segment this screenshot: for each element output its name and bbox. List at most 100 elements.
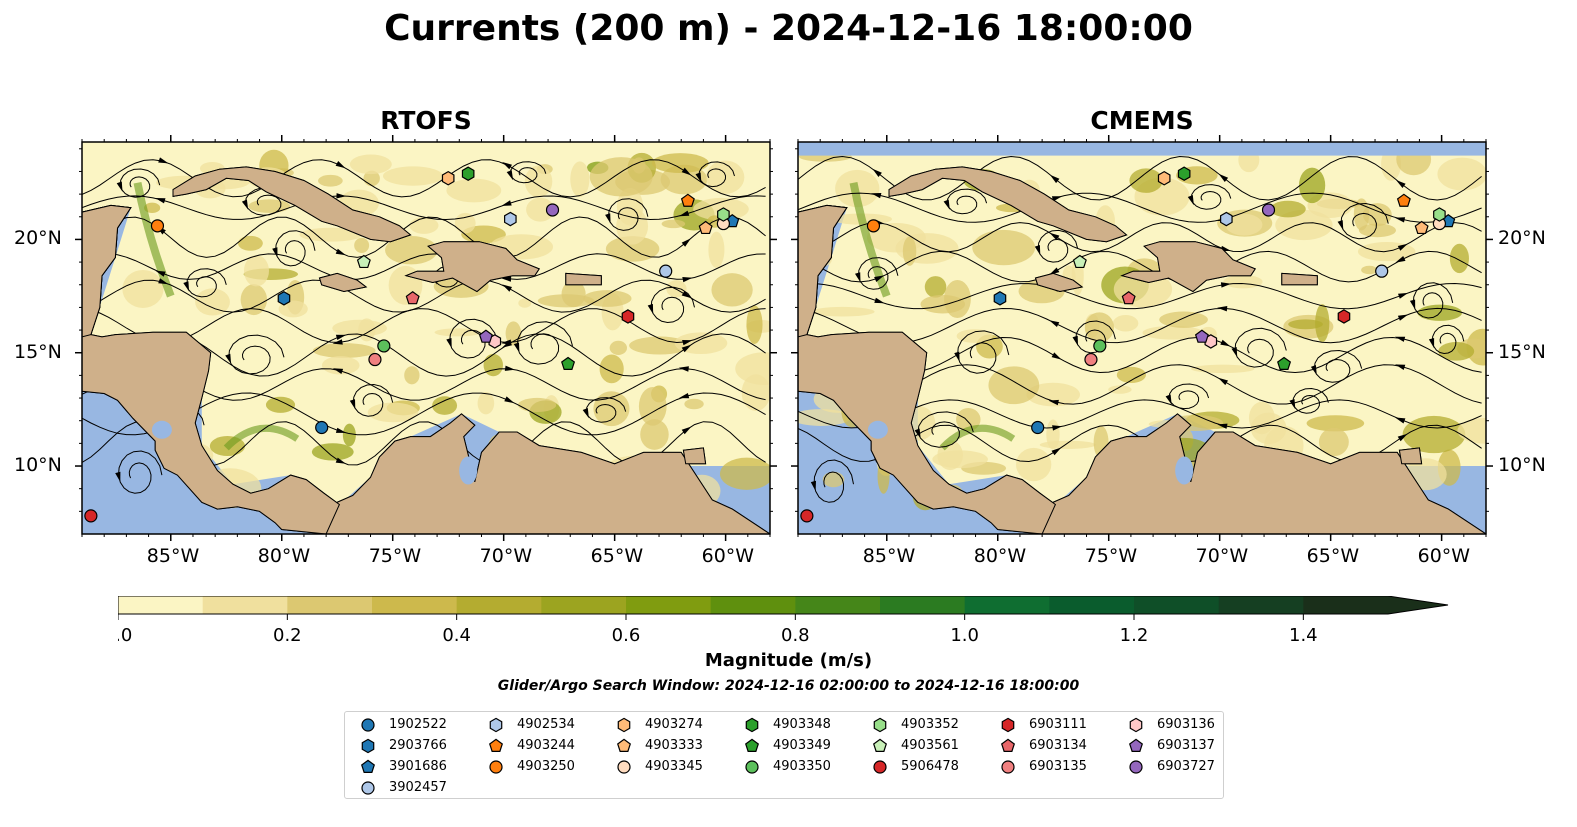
legend-marker-6903137 [1129,738,1143,752]
magnitude-blob [243,255,269,287]
streamline-eddy [585,397,627,423]
land-trinidad-top [682,447,707,465]
colorbar-extend-arrow [1388,596,1448,614]
streamline-arrow [1398,292,1409,299]
lon-tick-label: 60°W [1417,545,1471,567]
magnitude-blob [349,154,392,175]
legend-label: 4903352 [901,717,959,732]
streamline-meander [798,282,1482,310]
magnitude-blob [1437,157,1486,191]
float-marker-5906478 [800,509,814,523]
colorbar-segment [118,596,204,614]
streamline-eddy [1412,282,1454,319]
colorbar-tick-label: 0.4 [442,625,471,646]
legend-marker-4903333 [617,738,631,752]
streamline-eddy [1168,383,1210,410]
lat-tick-label-left: 10°N [14,454,62,477]
colorbar-tick-label: 0.2 [273,625,302,646]
magnitude-blob [1298,167,1326,204]
float-marker-4902534 [1220,211,1233,227]
float-marker-4903352 [717,207,730,222]
magnitude-blob [640,419,669,450]
figure-title: Currents (200 m) - 2024-12-16 18:00:00 [384,8,1193,49]
magnitude-blob [409,217,439,234]
legend-label: 6903134 [1029,738,1087,753]
land-trinidad-top [1398,447,1423,465]
legend-label: 5906478 [901,759,959,774]
float-marker-6903137 [478,329,493,343]
magnitude-blob [609,340,627,355]
streamline-eddy [228,334,285,375]
streamline-arrow [1217,423,1228,429]
streamline-arrow [1052,425,1063,431]
legend-marker [873,717,887,733]
streamline-arrow [501,200,512,206]
streamline-arrow [1187,195,1194,206]
lake-nicaragua [867,420,888,439]
magnitude-blob [312,343,376,358]
streamline-arrow [504,365,515,371]
float-marker-6903137 [1194,329,1209,343]
magnitude-blob [195,288,230,316]
streamline-eddy [1037,229,1079,263]
colorbar-segment [1049,596,1135,614]
land-jamaica-top [318,272,368,293]
magnitude-blob [1306,415,1365,432]
streamline-arrow [695,172,702,183]
colorbar-outline [118,596,1449,615]
streamline-arrow [158,157,169,164]
lon-tick-label: 80°W [257,545,311,567]
magnitude-blob [278,300,308,318]
float-marker-1902522 [1031,420,1045,435]
legend-marker [873,738,887,752]
land-jamaica-top [1034,272,1084,293]
float-marker-4902534 [504,211,517,227]
legend-marker [1001,738,1015,752]
streamline-eddy [516,321,573,365]
streamline-arrow [349,399,356,410]
legend-label: 4903274 [645,717,703,732]
streamline-arrow [1034,245,1041,256]
colorbar-segment [1218,596,1304,614]
streamline-arrow [1049,320,1060,327]
streamline-arrow [1051,447,1062,456]
magnitude-blob [616,187,644,226]
colorbar-segment [710,596,796,614]
legend-marker [873,760,887,774]
land-yucatan-top [798,204,848,338]
streamline-arrow [1165,394,1172,405]
streamline-arrow [116,181,123,192]
float-marker-4903274 [441,170,455,186]
colorbar-segment [287,596,373,614]
magnitude-blob [599,354,624,384]
streamline-meander [798,155,1482,201]
map-panel-cmems [791,135,1493,541]
streamline-arrow [855,272,861,283]
magnitude-blob [265,396,296,413]
streamline-arrow [1428,338,1435,349]
land-puertoRico-top [565,272,602,286]
float-marker-4903350 [1093,339,1107,353]
streamline-eddy [946,188,988,215]
lon-tick-label: 80°W [973,545,1027,567]
streamline-arrow [1397,433,1408,442]
streamline-arrow [678,393,690,399]
magnitude-blob [593,391,630,427]
colorbar-label: Magnitude (m/s) [704,650,873,671]
streamline-arrow [1397,243,1408,251]
magnitude-blob [719,457,770,490]
streamline-arrow [1409,299,1416,310]
map-panel-rtofs [75,135,777,541]
legend-marker [361,781,375,795]
legend-marker [617,717,631,733]
legend-marker-1902522 [361,718,375,732]
magnitude-blob [1084,312,1114,343]
yucatan-current-band [849,182,891,298]
legend-label: 6903727 [1157,759,1215,774]
streamline-arrow [605,213,611,224]
float-marker-4903352 [1433,207,1446,222]
streamline-arrow [647,303,654,315]
streamline-meander [798,222,1482,253]
streamline-arrow [1337,220,1344,231]
legend-label: 6903136 [1157,717,1215,732]
